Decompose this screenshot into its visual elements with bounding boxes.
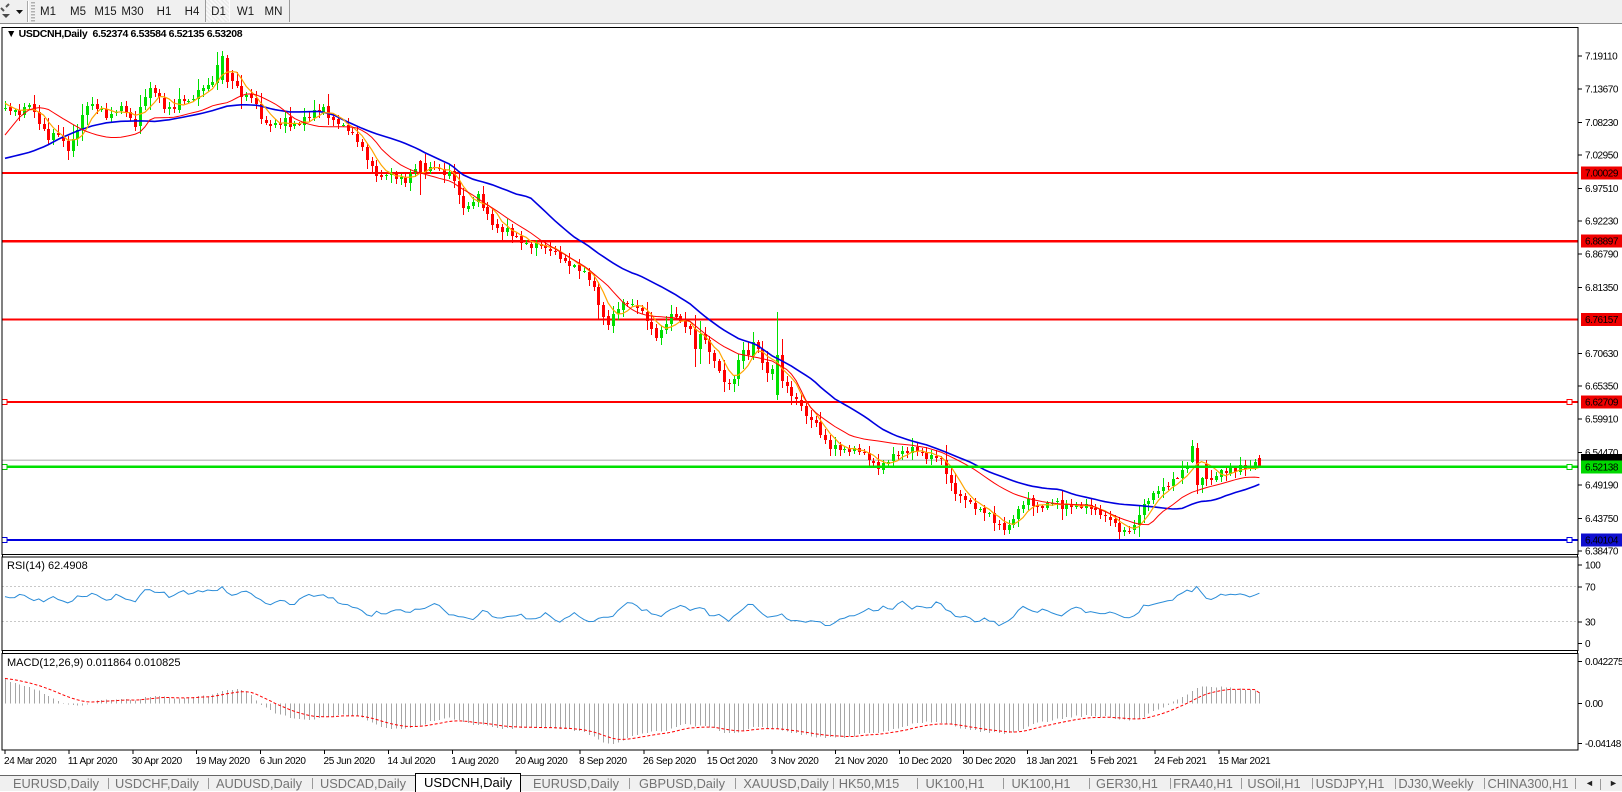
- svg-text:6.81350: 6.81350: [1585, 283, 1619, 294]
- svg-text:7.19110: 7.19110: [1585, 51, 1618, 62]
- svg-text:5 Feb 2021: 5 Feb 2021: [1090, 756, 1138, 767]
- svg-text:30: 30: [1585, 618, 1596, 629]
- svg-text:25 Jun 2020: 25 Jun 2020: [324, 756, 376, 767]
- svg-text:6.76157: 6.76157: [1585, 315, 1619, 326]
- svg-text:1 Aug 2020: 1 Aug 2020: [451, 756, 499, 767]
- svg-text:26 Sep 2020: 26 Sep 2020: [643, 756, 697, 767]
- svg-text:3 Nov 2020: 3 Nov 2020: [771, 756, 819, 767]
- svg-text:6 Jun 2020: 6 Jun 2020: [260, 756, 307, 767]
- svg-text:6.65350: 6.65350: [1585, 381, 1619, 392]
- svg-text:-0.04148: -0.04148: [1585, 739, 1622, 750]
- svg-text:6.88897: 6.88897: [1585, 237, 1619, 248]
- svg-text:6.40104: 6.40104: [1585, 536, 1619, 547]
- svg-text:10 Dec 2020: 10 Dec 2020: [899, 756, 953, 767]
- svg-text:6.97510: 6.97510: [1585, 184, 1619, 195]
- svg-text:0.042275: 0.042275: [1585, 657, 1622, 668]
- svg-text:21 Nov 2020: 21 Nov 2020: [835, 756, 889, 767]
- svg-text:19 May 2020: 19 May 2020: [196, 756, 251, 767]
- svg-text:6.62709: 6.62709: [1585, 398, 1619, 409]
- svg-text:7.13670: 7.13670: [1585, 85, 1619, 96]
- svg-text:7.00029: 7.00029: [1585, 168, 1619, 179]
- svg-text:6.86790: 6.86790: [1585, 250, 1619, 261]
- svg-text:30 Dec 2020: 30 Dec 2020: [963, 756, 1017, 767]
- svg-text:24 Mar 2020: 24 Mar 2020: [4, 756, 57, 767]
- svg-text:15 Oct 2020: 15 Oct 2020: [707, 756, 758, 767]
- svg-text:6.70630: 6.70630: [1585, 349, 1619, 360]
- svg-text:6.59910: 6.59910: [1585, 415, 1619, 426]
- svg-text:6.49190: 6.49190: [1585, 481, 1619, 492]
- svg-text:0.00: 0.00: [1585, 699, 1604, 710]
- svg-text:20 Aug 2020: 20 Aug 2020: [515, 756, 568, 767]
- svg-text:14 Jul 2020: 14 Jul 2020: [387, 756, 436, 767]
- svg-text:6.54470: 6.54470: [1585, 448, 1619, 459]
- svg-text:6.38470: 6.38470: [1585, 546, 1619, 557]
- svg-text:0: 0: [1585, 639, 1591, 650]
- svg-text:70: 70: [1585, 583, 1596, 594]
- svg-text:7.02950: 7.02950: [1585, 151, 1619, 162]
- svg-text:6.43750: 6.43750: [1585, 514, 1619, 525]
- svg-text:6.92230: 6.92230: [1585, 216, 1619, 227]
- svg-text:7.08230: 7.08230: [1585, 118, 1619, 129]
- svg-text:11 Apr 2020: 11 Apr 2020: [68, 756, 118, 767]
- svg-text:15 Mar 2021: 15 Mar 2021: [1218, 756, 1271, 767]
- svg-text:8 Sep 2020: 8 Sep 2020: [579, 756, 627, 767]
- svg-text:30 Apr 2020: 30 Apr 2020: [132, 756, 183, 767]
- svg-text:100: 100: [1585, 561, 1601, 572]
- svg-text:18 Jan 2021: 18 Jan 2021: [1026, 756, 1078, 767]
- svg-text:6.52138: 6.52138: [1585, 462, 1619, 473]
- svg-text:24 Feb 2021: 24 Feb 2021: [1154, 756, 1207, 767]
